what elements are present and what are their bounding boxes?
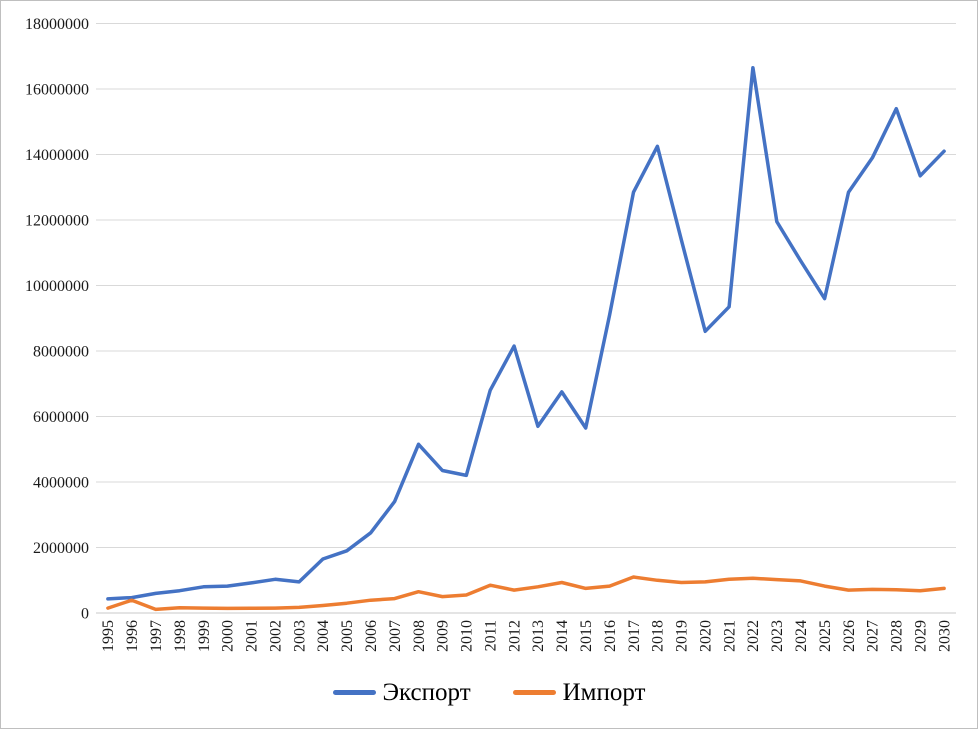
x-axis-tick-label: 2022 xyxy=(745,620,762,652)
legend-label-export: Экспорт xyxy=(382,679,471,706)
x-axis-tick-label: 2024 xyxy=(793,620,810,652)
x-axis-tick-label: 1998 xyxy=(172,620,189,652)
chart-legend: Экспорт Импорт xyxy=(1,680,977,705)
y-axis-tick-label: 2000000 xyxy=(33,540,89,557)
x-axis-tick-label: 2029 xyxy=(912,620,929,652)
y-axis-tick-label: 14000000 xyxy=(25,147,89,164)
x-axis-tick-label: 2012 xyxy=(506,620,523,652)
legend-swatch-export xyxy=(332,690,376,695)
legend-item-import: Импорт xyxy=(512,679,646,706)
x-axis-tick-label: 1995 xyxy=(100,620,117,652)
x-axis-tick-label: 2027 xyxy=(865,620,882,652)
x-axis-tick-label: 2003 xyxy=(291,620,308,652)
x-axis-tick-label: 2000 xyxy=(220,620,237,652)
x-axis-tick-label: 2009 xyxy=(435,620,452,652)
legend-item-export: Экспорт xyxy=(332,679,471,706)
x-axis-tick-label: 1999 xyxy=(196,620,213,652)
x-axis-tick-label: 2002 xyxy=(267,620,284,652)
x-axis-tick-label: 2017 xyxy=(626,620,643,652)
y-axis-tick-label: 18000000 xyxy=(25,16,89,33)
x-axis-tick-label: 2028 xyxy=(889,620,906,652)
series-line-export xyxy=(106,65,946,601)
x-axis-tick-label: 2004 xyxy=(315,620,332,652)
x-axis-tick-label: 2030 xyxy=(936,620,953,652)
x-axis-tick-label: 2023 xyxy=(769,620,786,652)
x-axis-tick-label: 2014 xyxy=(554,620,571,652)
x-axis-tick-label: 2011 xyxy=(482,620,499,651)
x-axis-tick-label: 2008 xyxy=(411,620,428,652)
x-axis-tick-label: 2021 xyxy=(721,620,738,652)
y-axis-tick-label: 16000000 xyxy=(25,81,89,98)
x-axis-tick-label: 2019 xyxy=(674,620,691,652)
y-axis-tick-label: 10000000 xyxy=(25,278,89,295)
y-axis-tick-label: 8000000 xyxy=(33,343,89,360)
x-axis-tick-label: 2010 xyxy=(459,620,476,652)
legend-swatch-import xyxy=(512,690,556,695)
x-axis-tick-label: 1997 xyxy=(148,620,165,652)
x-axis-tick-label: 2026 xyxy=(841,620,858,652)
y-axis-tick-label: 0 xyxy=(81,605,89,622)
x-axis-tick-label: 2005 xyxy=(339,620,356,652)
x-axis-tick-label: 2007 xyxy=(387,620,404,652)
x-axis-tick-label: 2018 xyxy=(650,620,667,652)
x-axis-tick-label: 2025 xyxy=(817,620,834,652)
y-axis-tick-label: 4000000 xyxy=(33,474,89,491)
x-axis-tick-label: 2006 xyxy=(363,620,380,652)
legend-label-import: Импорт xyxy=(562,679,646,706)
y-axis-tick-label: 12000000 xyxy=(25,212,89,229)
x-axis-tick-label: 2016 xyxy=(602,620,619,652)
x-axis-tick-label: 2001 xyxy=(244,620,261,652)
x-axis-tick-label: 2020 xyxy=(697,620,714,652)
y-axis-tick-label: 6000000 xyxy=(33,409,89,426)
x-axis-tick-label: 1996 xyxy=(124,620,141,652)
series-line-import xyxy=(106,575,946,612)
x-axis-tick-label: 2013 xyxy=(530,620,547,652)
x-axis-tick-label: 2015 xyxy=(578,620,595,652)
